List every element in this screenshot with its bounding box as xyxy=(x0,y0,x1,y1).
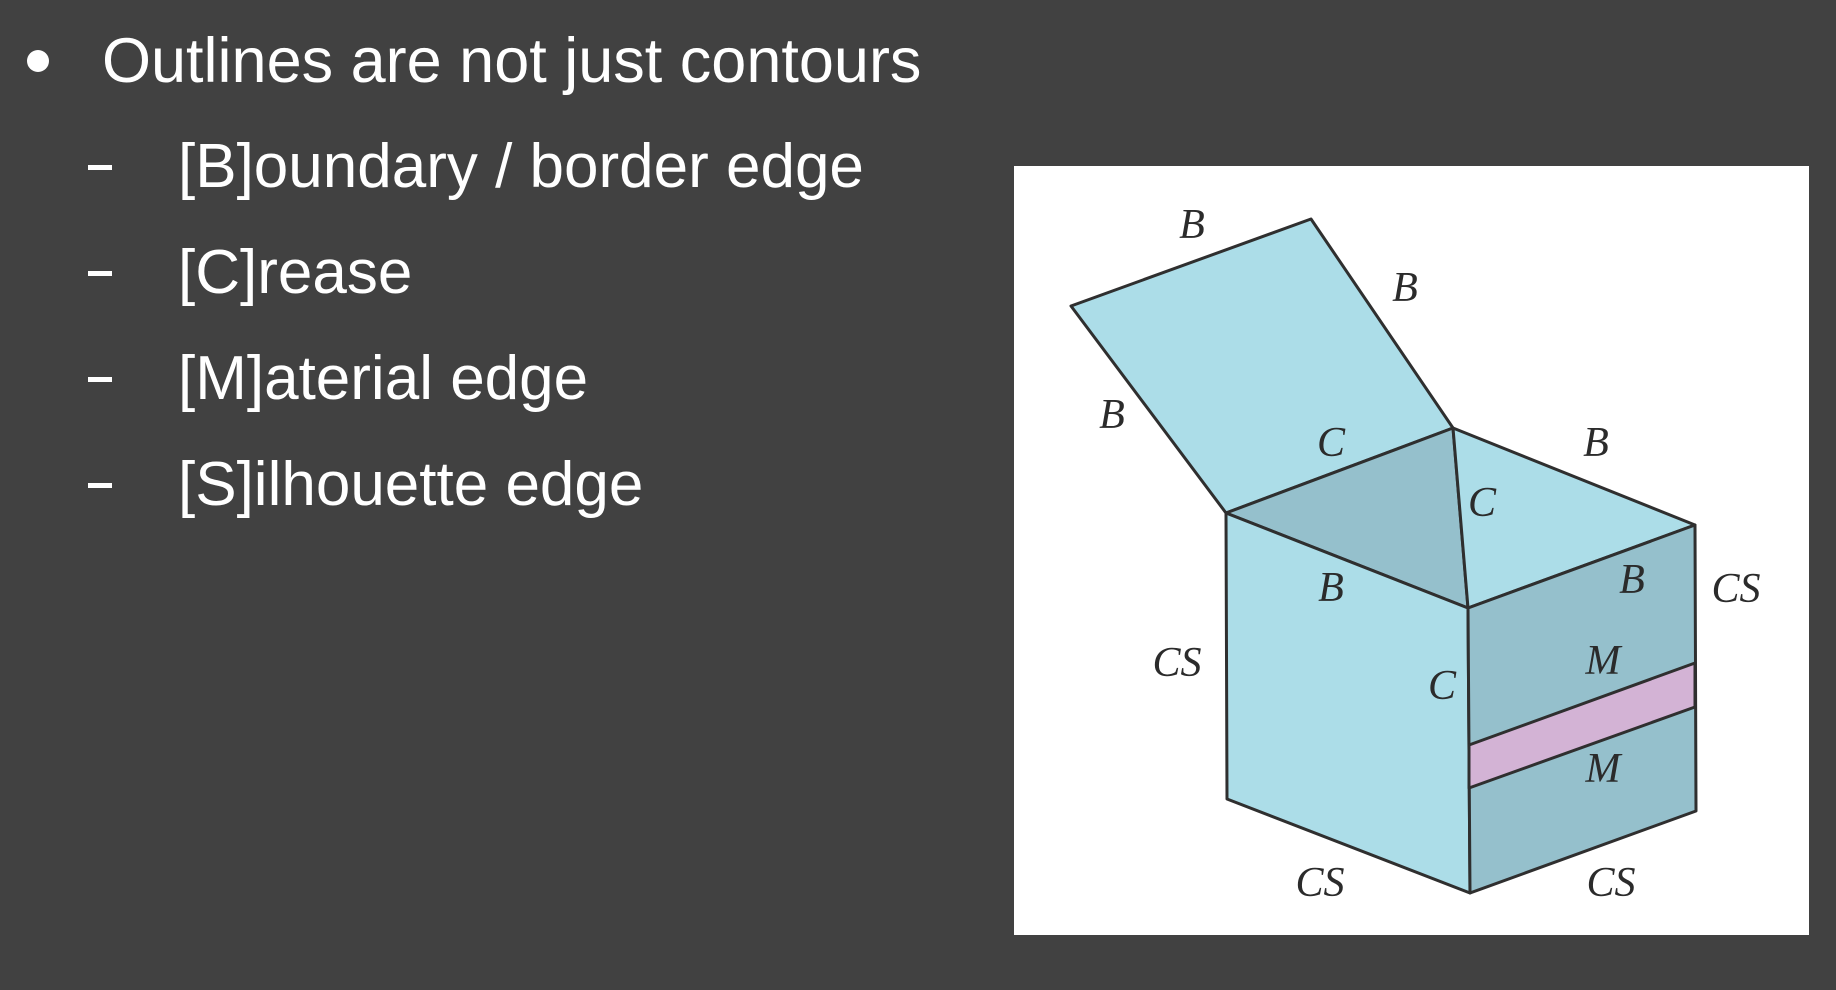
box-edge-diagram: B B B C C B B B CS CS C M M CS CS xyxy=(1014,166,1809,935)
label-bottom-left: CS xyxy=(1295,860,1344,906)
label-band-bottom: M xyxy=(1585,746,1623,792)
label-lid-right: B xyxy=(1392,265,1418,311)
label-lid-hinge: C xyxy=(1317,420,1346,466)
label-lid-left: B xyxy=(1099,392,1125,438)
label-bottom-right: CS xyxy=(1586,860,1635,906)
sub-bullet-text: [C]rease xyxy=(178,238,413,307)
label-front-right-rim: B xyxy=(1619,557,1645,603)
label-front-left-rim: B xyxy=(1318,565,1344,611)
dash-icon xyxy=(88,271,112,276)
main-bullet: Outlines are not just contours xyxy=(18,22,921,100)
dash-icon xyxy=(88,483,112,488)
sub-bullet-text: [S]ilhouette edge xyxy=(178,450,644,519)
label-left-silhouette: CS xyxy=(1152,640,1201,686)
label-band-top: M xyxy=(1585,638,1623,684)
label-front-corner: C xyxy=(1428,663,1457,709)
box-diagram-svg: B B B C C B B B CS CS C M M CS CS xyxy=(1069,202,1761,906)
label-right-silhouette: CS xyxy=(1711,566,1760,612)
label-lid-top: B xyxy=(1179,202,1205,248)
bullet-dot-icon xyxy=(27,50,49,72)
label-inner-corner: C xyxy=(1468,480,1497,526)
material-band xyxy=(1467,661,1697,790)
dash-icon xyxy=(88,377,112,382)
sub-bullet-text: [B]oundary / border edge xyxy=(178,132,864,201)
main-bullet-text: Outlines are not just contours xyxy=(102,26,922,96)
dash-icon xyxy=(88,165,112,170)
sub-bullet-text: [M]aterial edge xyxy=(178,344,589,413)
label-back-right-rim: B xyxy=(1583,420,1609,466)
